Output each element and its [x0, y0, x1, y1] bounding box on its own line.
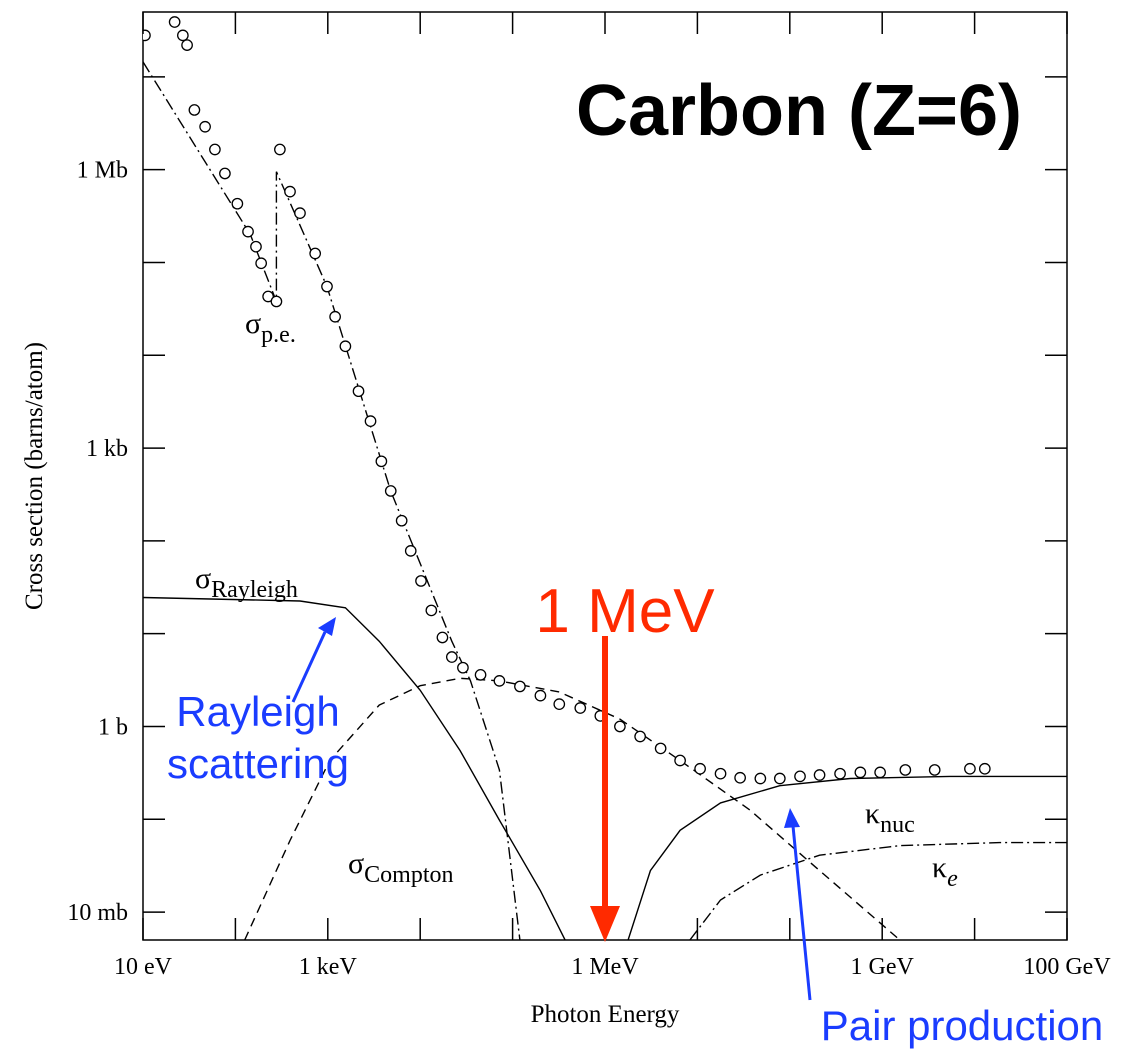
curve-label-subscript: nuc [880, 812, 915, 838]
data-point [329, 310, 341, 323]
data-point [445, 651, 458, 663]
data-point [242, 225, 254, 238]
x-axis-label: Photon Energy [531, 1001, 680, 1028]
data-point [415, 575, 427, 587]
data-point [339, 340, 352, 353]
data-point [274, 143, 286, 156]
data-point [457, 661, 469, 674]
curve-label-subscript: Rayleigh [211, 577, 298, 603]
curve-label: σRayleigh [195, 562, 298, 603]
data-point [375, 455, 388, 468]
data-point [294, 207, 306, 219]
data-point [321, 280, 333, 293]
callout-text: scattering [167, 740, 349, 787]
curve-label-subscript: p.e. [261, 322, 296, 348]
data-point [773, 772, 786, 785]
callout-arrow [791, 825, 812, 1001]
data-point [262, 290, 274, 303]
curve-label-subscript: Compton [364, 862, 453, 888]
data-point [514, 680, 526, 693]
data-point [874, 766, 886, 779]
data-point [794, 770, 806, 783]
x-tick-label: 100 GeV [1023, 954, 1111, 980]
plot-area [143, 16, 1067, 940]
data-point [284, 185, 296, 198]
data-point [255, 257, 268, 270]
curve-label: κnuc [865, 797, 915, 838]
x-tick-label: 10 eV [114, 954, 173, 980]
curve-label-symbol: σ [348, 847, 364, 880]
callout-arrowhead [784, 808, 800, 828]
data-point [928, 764, 941, 776]
data-point [309, 247, 322, 260]
data-point [474, 668, 487, 681]
data-point [209, 143, 221, 156]
data-point [754, 772, 767, 785]
curve-label-symbol: κ [932, 851, 947, 884]
chart-title: Carbon (Z=6) [576, 71, 1022, 151]
curve [689, 841, 1067, 940]
data-point [143, 29, 151, 42]
data-point [534, 689, 547, 702]
data-point [614, 720, 626, 733]
data-point [574, 702, 587, 714]
data-point [425, 604, 438, 617]
curve-label: σp.e. [245, 307, 296, 348]
data-point [436, 631, 449, 644]
curve [143, 61, 521, 940]
callout-arrowhead [590, 906, 620, 942]
data-point [352, 385, 365, 398]
data-point [854, 766, 867, 779]
curve [627, 775, 1067, 940]
data-point [674, 754, 686, 767]
data-point [493, 675, 506, 687]
data-point [250, 240, 262, 253]
data-point [964, 762, 976, 775]
callout-arrowhead [318, 617, 336, 636]
data-point [395, 514, 408, 527]
x-tick-label: 1 GeV [851, 954, 915, 980]
x-tick-label: 1 MeV [571, 954, 639, 980]
data-point [978, 762, 991, 775]
callout-arrow [291, 631, 327, 703]
data-point [219, 167, 231, 180]
callout-text: Pair production [821, 1002, 1104, 1049]
x-tick-label: 1 keV [299, 954, 358, 980]
data-point [734, 771, 746, 784]
data-point [177, 29, 189, 42]
curve-label-symbol: κ [865, 797, 880, 830]
data-point [199, 120, 211, 133]
data-point [813, 769, 826, 781]
curve-label-subscript: e [947, 866, 958, 892]
curve-label-symbol: σ [245, 307, 261, 340]
y-tick-label: 1 Mb [77, 158, 128, 184]
y-tick-label: 1 kb [86, 436, 128, 462]
data-point [899, 764, 912, 776]
data-point [834, 767, 846, 780]
curve-label: σCompton [348, 847, 454, 888]
y-tick-label: 1 b [98, 714, 128, 740]
y-axis-label: Cross section (barns/atom) [21, 342, 48, 610]
data-point [188, 104, 201, 116]
curve [143, 596, 566, 940]
data-point [364, 415, 377, 427]
data-point [553, 698, 566, 710]
callout-text: 1 MeV [535, 577, 715, 646]
data-point [404, 545, 417, 557]
data-point [384, 485, 397, 497]
data-point [714, 767, 727, 780]
curve-label-symbol: σ [195, 562, 211, 595]
data-point [270, 295, 283, 308]
curve-label: κe [932, 851, 958, 892]
data-point [181, 39, 193, 51]
data-point [654, 742, 667, 755]
data-point [694, 762, 706, 775]
data-point [231, 197, 244, 210]
callout-text: Rayleigh [176, 688, 339, 735]
data-point [168, 16, 181, 28]
data-point [634, 730, 646, 743]
y-tick-label: 10 mb [67, 900, 128, 926]
